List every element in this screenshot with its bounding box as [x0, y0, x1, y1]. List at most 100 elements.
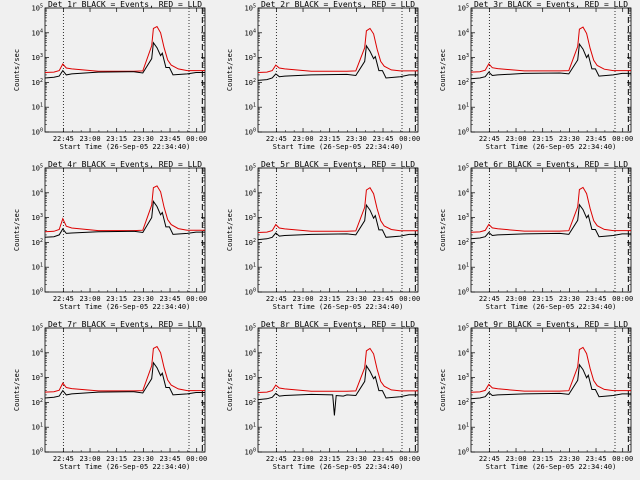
series-events	[470, 363, 631, 400]
panel-title: Det 8r BLACK = Events, RED = LLD	[261, 320, 415, 329]
panel-title: Det 3r BLACK = Events, RED = LLD	[474, 0, 628, 9]
y-tick-label: 102	[245, 78, 256, 87]
series-lld	[44, 345, 205, 393]
series-events	[257, 203, 418, 241]
x-tick-label: 00:00	[399, 135, 420, 143]
plot-frame	[257, 7, 419, 133]
plot-frame	[257, 327, 419, 453]
series-events	[44, 41, 205, 79]
x-tick-label: 23:15	[319, 455, 340, 463]
x-tick-label: 23:30	[346, 295, 367, 303]
x-tick-label: 22:45	[53, 135, 74, 143]
y-tick-label: 100	[458, 448, 469, 457]
x-tick-label: 00:00	[612, 455, 633, 463]
x-tick-label: 22:45	[266, 295, 287, 303]
x-tick-label: 23:45	[159, 135, 180, 143]
y-tick-label: 101	[245, 103, 256, 112]
x-tick-label: 23:00	[505, 135, 526, 143]
series-lld	[470, 26, 631, 73]
panel-det-2: Det 2r BLACK = Events, RED = LLD 100 101 10…	[226, 0, 420, 151]
y-tick-label: 104	[245, 188, 256, 197]
series-lld	[257, 347, 418, 393]
x-tick-label: 23:00	[292, 295, 313, 303]
plot-frame	[470, 327, 632, 453]
x-tick-label: 23:45	[585, 295, 606, 303]
y-axis-label: Counts/sec	[439, 369, 447, 411]
x-tick-label: 23:15	[106, 455, 127, 463]
y-tick-label: 103	[32, 213, 43, 222]
x-axis-label: Start Time (26-Sep-05 22:34:40)	[486, 463, 617, 471]
panel-det-8: Det 8r BLACK = Events, RED = LLD 100 101 10…	[226, 320, 420, 471]
y-tick-label: 104	[32, 188, 43, 197]
y-tick-label: 103	[458, 213, 469, 222]
y-tick-label: 101	[32, 423, 43, 432]
y-tick-label: 103	[245, 373, 256, 382]
x-tick-label: 22:45	[53, 295, 74, 303]
panel-det-9: Det 9r BLACK = Events, RED = LLD 100 101 10…	[439, 320, 633, 471]
x-tick-label: 23:45	[372, 295, 393, 303]
x-axis-label: Start Time (26-Sep-05 22:34:40)	[486, 303, 617, 311]
x-tick-label: 23:45	[372, 455, 393, 463]
y-tick-label: 100	[245, 448, 256, 457]
x-tick-label: 23:00	[505, 295, 526, 303]
panel-title: Det 1r BLACK = Events, RED = LLD	[48, 0, 202, 9]
x-tick-label: 23:15	[106, 135, 127, 143]
y-tick-label: 105	[245, 4, 256, 13]
y-tick-label: 100	[245, 288, 256, 297]
series-lld	[257, 27, 418, 73]
x-axis-label: Start Time (26-Sep-05 22:34:40)	[486, 143, 617, 151]
panel-det-5: Det 5r BLACK = Events, RED = LLD 100 101 10…	[226, 160, 420, 311]
x-tick-label: 23:00	[79, 135, 100, 143]
y-tick-label: 100	[458, 288, 469, 297]
y-tick-label: 102	[458, 238, 469, 247]
x-tick-label: 23:15	[532, 135, 553, 143]
y-tick-label: 102	[458, 78, 469, 87]
x-tick-label: 23:00	[79, 455, 100, 463]
y-tick-label: 103	[458, 373, 469, 382]
y-tick-label: 103	[32, 53, 43, 62]
series-events	[44, 200, 205, 238]
y-tick-label: 102	[245, 238, 256, 247]
y-axis-label: Counts/sec	[13, 209, 21, 251]
x-tick-label: 22:45	[266, 135, 287, 143]
y-tick-label: 100	[32, 448, 43, 457]
panel-title: Det 7r BLACK = Events, RED = LLD	[48, 320, 202, 329]
y-tick-label: 105	[32, 4, 43, 13]
y-tick-label: 101	[458, 423, 469, 432]
x-tick-label: 22:45	[479, 295, 500, 303]
y-axis-label: Counts/sec	[226, 209, 234, 251]
y-tick-label: 105	[458, 164, 469, 173]
y-tick-label: 105	[245, 164, 256, 173]
series-lld	[44, 25, 205, 73]
x-tick-label: 00:00	[186, 455, 207, 463]
x-tick-label: 00:00	[399, 455, 420, 463]
x-tick-label: 23:45	[585, 135, 606, 143]
y-tick-label: 103	[458, 53, 469, 62]
y-tick-label: 101	[458, 103, 469, 112]
y-axis-label: Counts/sec	[226, 49, 234, 91]
x-tick-label: 23:30	[133, 135, 154, 143]
y-tick-label: 104	[245, 28, 256, 37]
y-tick-label: 100	[458, 128, 469, 137]
x-tick-label: 23:30	[559, 295, 580, 303]
y-tick-label: 102	[245, 398, 256, 407]
x-tick-label: 23:15	[532, 455, 553, 463]
series-events	[470, 42, 631, 80]
y-tick-label: 102	[32, 398, 43, 407]
x-tick-label: 00:00	[399, 295, 420, 303]
series-lld	[470, 346, 631, 393]
y-tick-label: 100	[32, 288, 43, 297]
x-tick-label: 23:30	[133, 455, 154, 463]
y-tick-label: 105	[245, 324, 256, 333]
y-tick-label: 102	[32, 78, 43, 87]
plot-frame	[44, 327, 206, 453]
y-tick-label: 105	[458, 324, 469, 333]
y-tick-label: 103	[32, 373, 43, 382]
x-tick-label: 23:00	[292, 455, 313, 463]
y-tick-label: 100	[32, 128, 43, 137]
x-tick-label: 23:30	[559, 135, 580, 143]
y-tick-label: 101	[32, 263, 43, 272]
x-tick-label: 00:00	[186, 135, 207, 143]
x-tick-label: 00:00	[612, 135, 633, 143]
